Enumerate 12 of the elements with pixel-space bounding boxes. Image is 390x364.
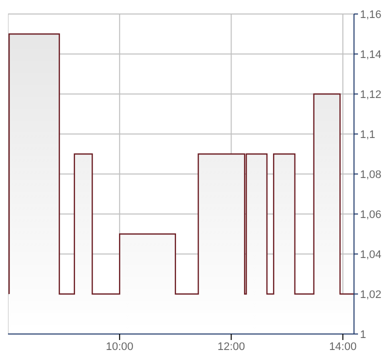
y-tick-label: 1,02 [360,288,382,301]
y-tick-label: 1,12 [360,88,382,101]
x-tick-label: 14:00 [329,340,357,353]
x-tick-label: 12:00 [217,340,245,353]
x-tick-label: 10:00 [106,340,134,353]
y-tick-label: 1,16 [360,8,382,21]
y-tick-label: 1,1 [360,128,376,141]
y-tick-label: 1,06 [360,208,382,221]
y-tick-label: 1,08 [360,168,382,181]
y-tick-label: 1,04 [360,248,382,261]
y-tick-label: 1 [360,328,366,341]
y-tick-label: 1,14 [360,48,382,61]
